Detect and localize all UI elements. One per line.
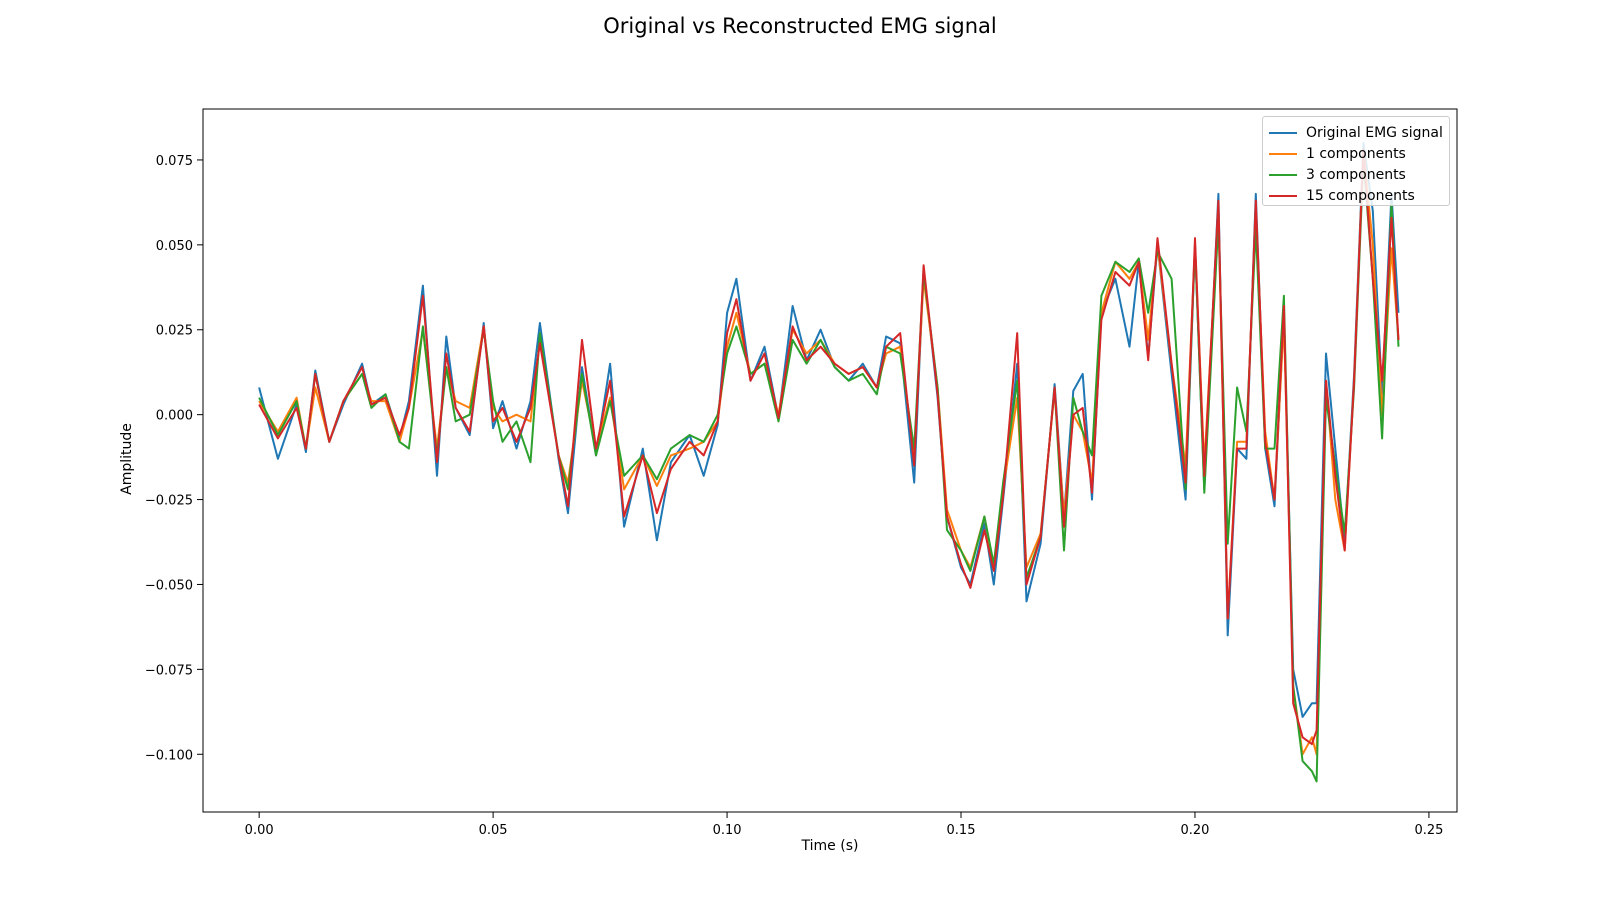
y-tick-label: −0.100	[145, 748, 193, 763]
y-tick-label: 0.025	[156, 324, 193, 339]
series-line-0	[258, 142, 1400, 718]
legend: Original EMG signal 1 components 3 compo…	[1262, 116, 1450, 206]
x-axis-label: Time (s)	[801, 838, 859, 854]
y-tick-label: −0.075	[145, 663, 193, 678]
legend-label-3-components: 3 components	[1306, 167, 1406, 183]
chart-title: Original vs Reconstructed EMG signal	[603, 14, 997, 38]
x-tick-label: 0.00	[245, 823, 274, 838]
series-line-3	[258, 148, 1400, 746]
series-line-2	[258, 158, 1400, 783]
legend-swatch-15-components	[1269, 195, 1297, 197]
legend-swatch-3-components	[1269, 174, 1297, 176]
axis-layer: 0.00 0.05 0.10 0.15 0.20 0.25 0.075 0.050 0.025 0…	[145, 154, 1444, 838]
legend-label-1-components: 1 components	[1306, 146, 1406, 162]
y-tick-label: 0.050	[156, 239, 193, 254]
legend-swatch-1-components	[1269, 153, 1297, 155]
y-tick-label: −0.050	[145, 578, 193, 593]
legend-item-15-components: 15 components	[1269, 186, 1415, 206]
y-axis-label: Amplitude	[119, 423, 135, 495]
y-tick-label: 0.075	[156, 154, 193, 169]
y-tick-label: 0.000	[156, 409, 193, 424]
legend-item-1-components: 1 components	[1269, 144, 1406, 164]
legend-item-original: Original EMG signal	[1269, 123, 1443, 143]
series-layer	[258, 142, 1400, 783]
legend-item-3-components: 3 components	[1269, 165, 1406, 185]
x-tick-label: 0.15	[947, 823, 976, 838]
x-tick-label: 0.25	[1414, 823, 1443, 838]
y-tick-label: −0.025	[145, 494, 193, 509]
x-tick-label: 0.10	[713, 823, 742, 838]
series-line-1	[258, 148, 1400, 756]
x-tick-label: 0.20	[1180, 823, 1209, 838]
x-tick-label: 0.05	[479, 823, 508, 838]
legend-swatch-original	[1269, 132, 1297, 134]
legend-label-original: Original EMG signal	[1306, 125, 1443, 141]
plot-frame	[202, 108, 1458, 813]
legend-label-15-components: 15 components	[1306, 188, 1415, 204]
